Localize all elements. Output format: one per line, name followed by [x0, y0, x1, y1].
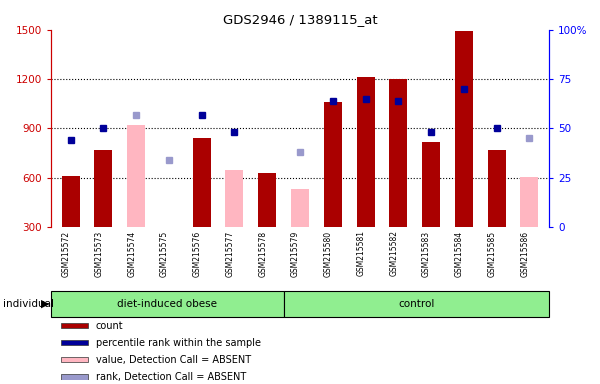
Text: GSM215586: GSM215586: [520, 230, 529, 276]
Text: GSM215575: GSM215575: [160, 230, 169, 277]
Text: GSM215577: GSM215577: [226, 230, 235, 277]
Text: GSM215581: GSM215581: [356, 230, 365, 276]
Text: GSM215576: GSM215576: [193, 230, 202, 277]
Text: count: count: [96, 321, 124, 331]
Bar: [291, 189, 309, 227]
Text: ▶: ▶: [41, 299, 49, 309]
Bar: [193, 138, 211, 227]
Text: control: control: [398, 299, 434, 309]
Bar: [62, 176, 80, 227]
Bar: [324, 102, 342, 227]
Bar: [51, 291, 284, 317]
Text: GSM215584: GSM215584: [455, 230, 464, 276]
Text: GSM215579: GSM215579: [291, 230, 300, 277]
Bar: [455, 31, 473, 227]
Text: GDS2946 / 1389115_at: GDS2946 / 1389115_at: [223, 13, 377, 26]
Text: diet-induced obese: diet-induced obese: [118, 299, 217, 309]
Bar: [61, 323, 88, 328]
Bar: [356, 77, 374, 227]
Text: percentile rank within the sample: percentile rank within the sample: [96, 338, 261, 348]
Text: individual: individual: [3, 299, 54, 309]
Text: GSM215583: GSM215583: [422, 230, 431, 276]
Text: GSM215580: GSM215580: [324, 230, 333, 276]
Text: rank, Detection Call = ABSENT: rank, Detection Call = ABSENT: [96, 372, 246, 382]
Bar: [258, 173, 276, 227]
Bar: [160, 227, 178, 228]
Text: GSM215585: GSM215585: [488, 230, 497, 276]
Text: GSM215572: GSM215572: [62, 230, 71, 276]
Text: GSM215578: GSM215578: [258, 230, 267, 276]
Bar: [488, 150, 506, 227]
Text: value, Detection Call = ABSENT: value, Detection Call = ABSENT: [96, 355, 251, 365]
Bar: [127, 125, 145, 227]
Bar: [226, 170, 244, 227]
Bar: [520, 177, 538, 227]
Bar: [389, 79, 407, 227]
Bar: [94, 150, 112, 227]
Bar: [284, 291, 549, 317]
Bar: [61, 374, 88, 379]
Text: GSM215574: GSM215574: [127, 230, 136, 277]
Bar: [61, 340, 88, 345]
Bar: [422, 142, 440, 227]
Text: GSM215573: GSM215573: [94, 230, 103, 277]
Bar: [61, 357, 88, 362]
Text: GSM215582: GSM215582: [389, 230, 398, 276]
